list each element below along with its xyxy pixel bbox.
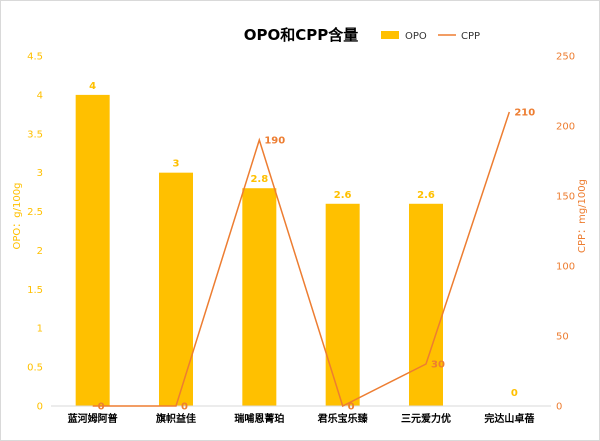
left-tick-label: 0 <box>37 402 43 413</box>
left-tick-label: 3 <box>37 168 43 179</box>
right-tick-label: 0 <box>556 402 562 413</box>
opo-bar <box>325 203 360 406</box>
left-tick-label: 4.5 <box>27 52 43 63</box>
opo-bar <box>242 188 277 406</box>
opo-data-labels: 4 3 2.8 2.6 2.6 0 <box>89 81 518 399</box>
left-tick-label: 0.5 <box>27 363 43 374</box>
opo-bar <box>409 203 443 406</box>
right-tick-label: 250 <box>556 52 575 63</box>
legend-cpp-label: CPP <box>461 31 480 42</box>
right-tick-label: 150 <box>556 192 575 203</box>
opo-bars <box>75 94 443 406</box>
opo-bar <box>159 172 193 406</box>
left-axis-ticks: 0 0.5 1 1.5 2 2.5 3 3.5 4 4.5 <box>27 52 43 413</box>
cpp-value-label: 0 <box>98 402 105 413</box>
legend: OPO CPP <box>381 31 480 42</box>
right-axis-ticks: 0 50 100 150 200 250 <box>556 52 575 413</box>
opo-value-label: 4 <box>89 81 96 92</box>
cpp-value-label: 0 <box>348 402 355 413</box>
left-tick-label: 2 <box>37 246 43 257</box>
category-labels: 蓝河姆阿普 旗帜益佳 瑞哺恩菁珀 君乐宝乐臻 三元爱力优 完达山卓蓓 <box>68 412 535 425</box>
right-axis-title: CPP：mg/100g <box>577 179 588 253</box>
category-label: 蓝河姆阿普 <box>68 412 118 425</box>
opo-value-label: 0 <box>511 388 518 399</box>
cpp-series-line <box>92 111 511 408</box>
cpp-value-label: 210 <box>514 108 535 119</box>
cpp-value-label: 0 <box>181 402 188 413</box>
cpp-value-label: 30 <box>431 360 445 371</box>
right-tick-label: 100 <box>556 262 575 273</box>
legend-opo-label: OPO <box>405 31 427 42</box>
left-tick-label: 1.5 <box>27 285 43 296</box>
legend-opo-swatch <box>381 31 399 39</box>
left-tick-label: 1 <box>37 324 43 335</box>
cpp-value-label: 190 <box>264 136 285 147</box>
category-label: 君乐宝乐臻 <box>318 412 369 425</box>
left-tick-label: 2.5 <box>27 207 43 218</box>
right-tick-label: 200 <box>556 122 575 133</box>
opo-value-label: 3 <box>173 159 180 170</box>
category-label: 瑞哺恩菁珀 <box>234 412 284 425</box>
chart-title: OPO和CPP含量 <box>244 26 359 44</box>
opo-value-label: 2.8 <box>250 174 268 185</box>
opo-bar <box>75 94 110 406</box>
left-tick-label: 4 <box>37 90 43 101</box>
opo-value-label: 2.6 <box>334 190 352 201</box>
right-tick-label: 50 <box>556 332 569 343</box>
category-label: 三元爱力优 <box>401 412 451 425</box>
opo-value-label: 2.6 <box>417 190 435 201</box>
category-label: 完达山卓蓓 <box>484 412 534 425</box>
left-axis-title: OPO：g/100g <box>12 183 23 250</box>
category-label: 旗帜益佳 <box>156 412 196 425</box>
left-tick-label: 3.5 <box>27 129 43 140</box>
